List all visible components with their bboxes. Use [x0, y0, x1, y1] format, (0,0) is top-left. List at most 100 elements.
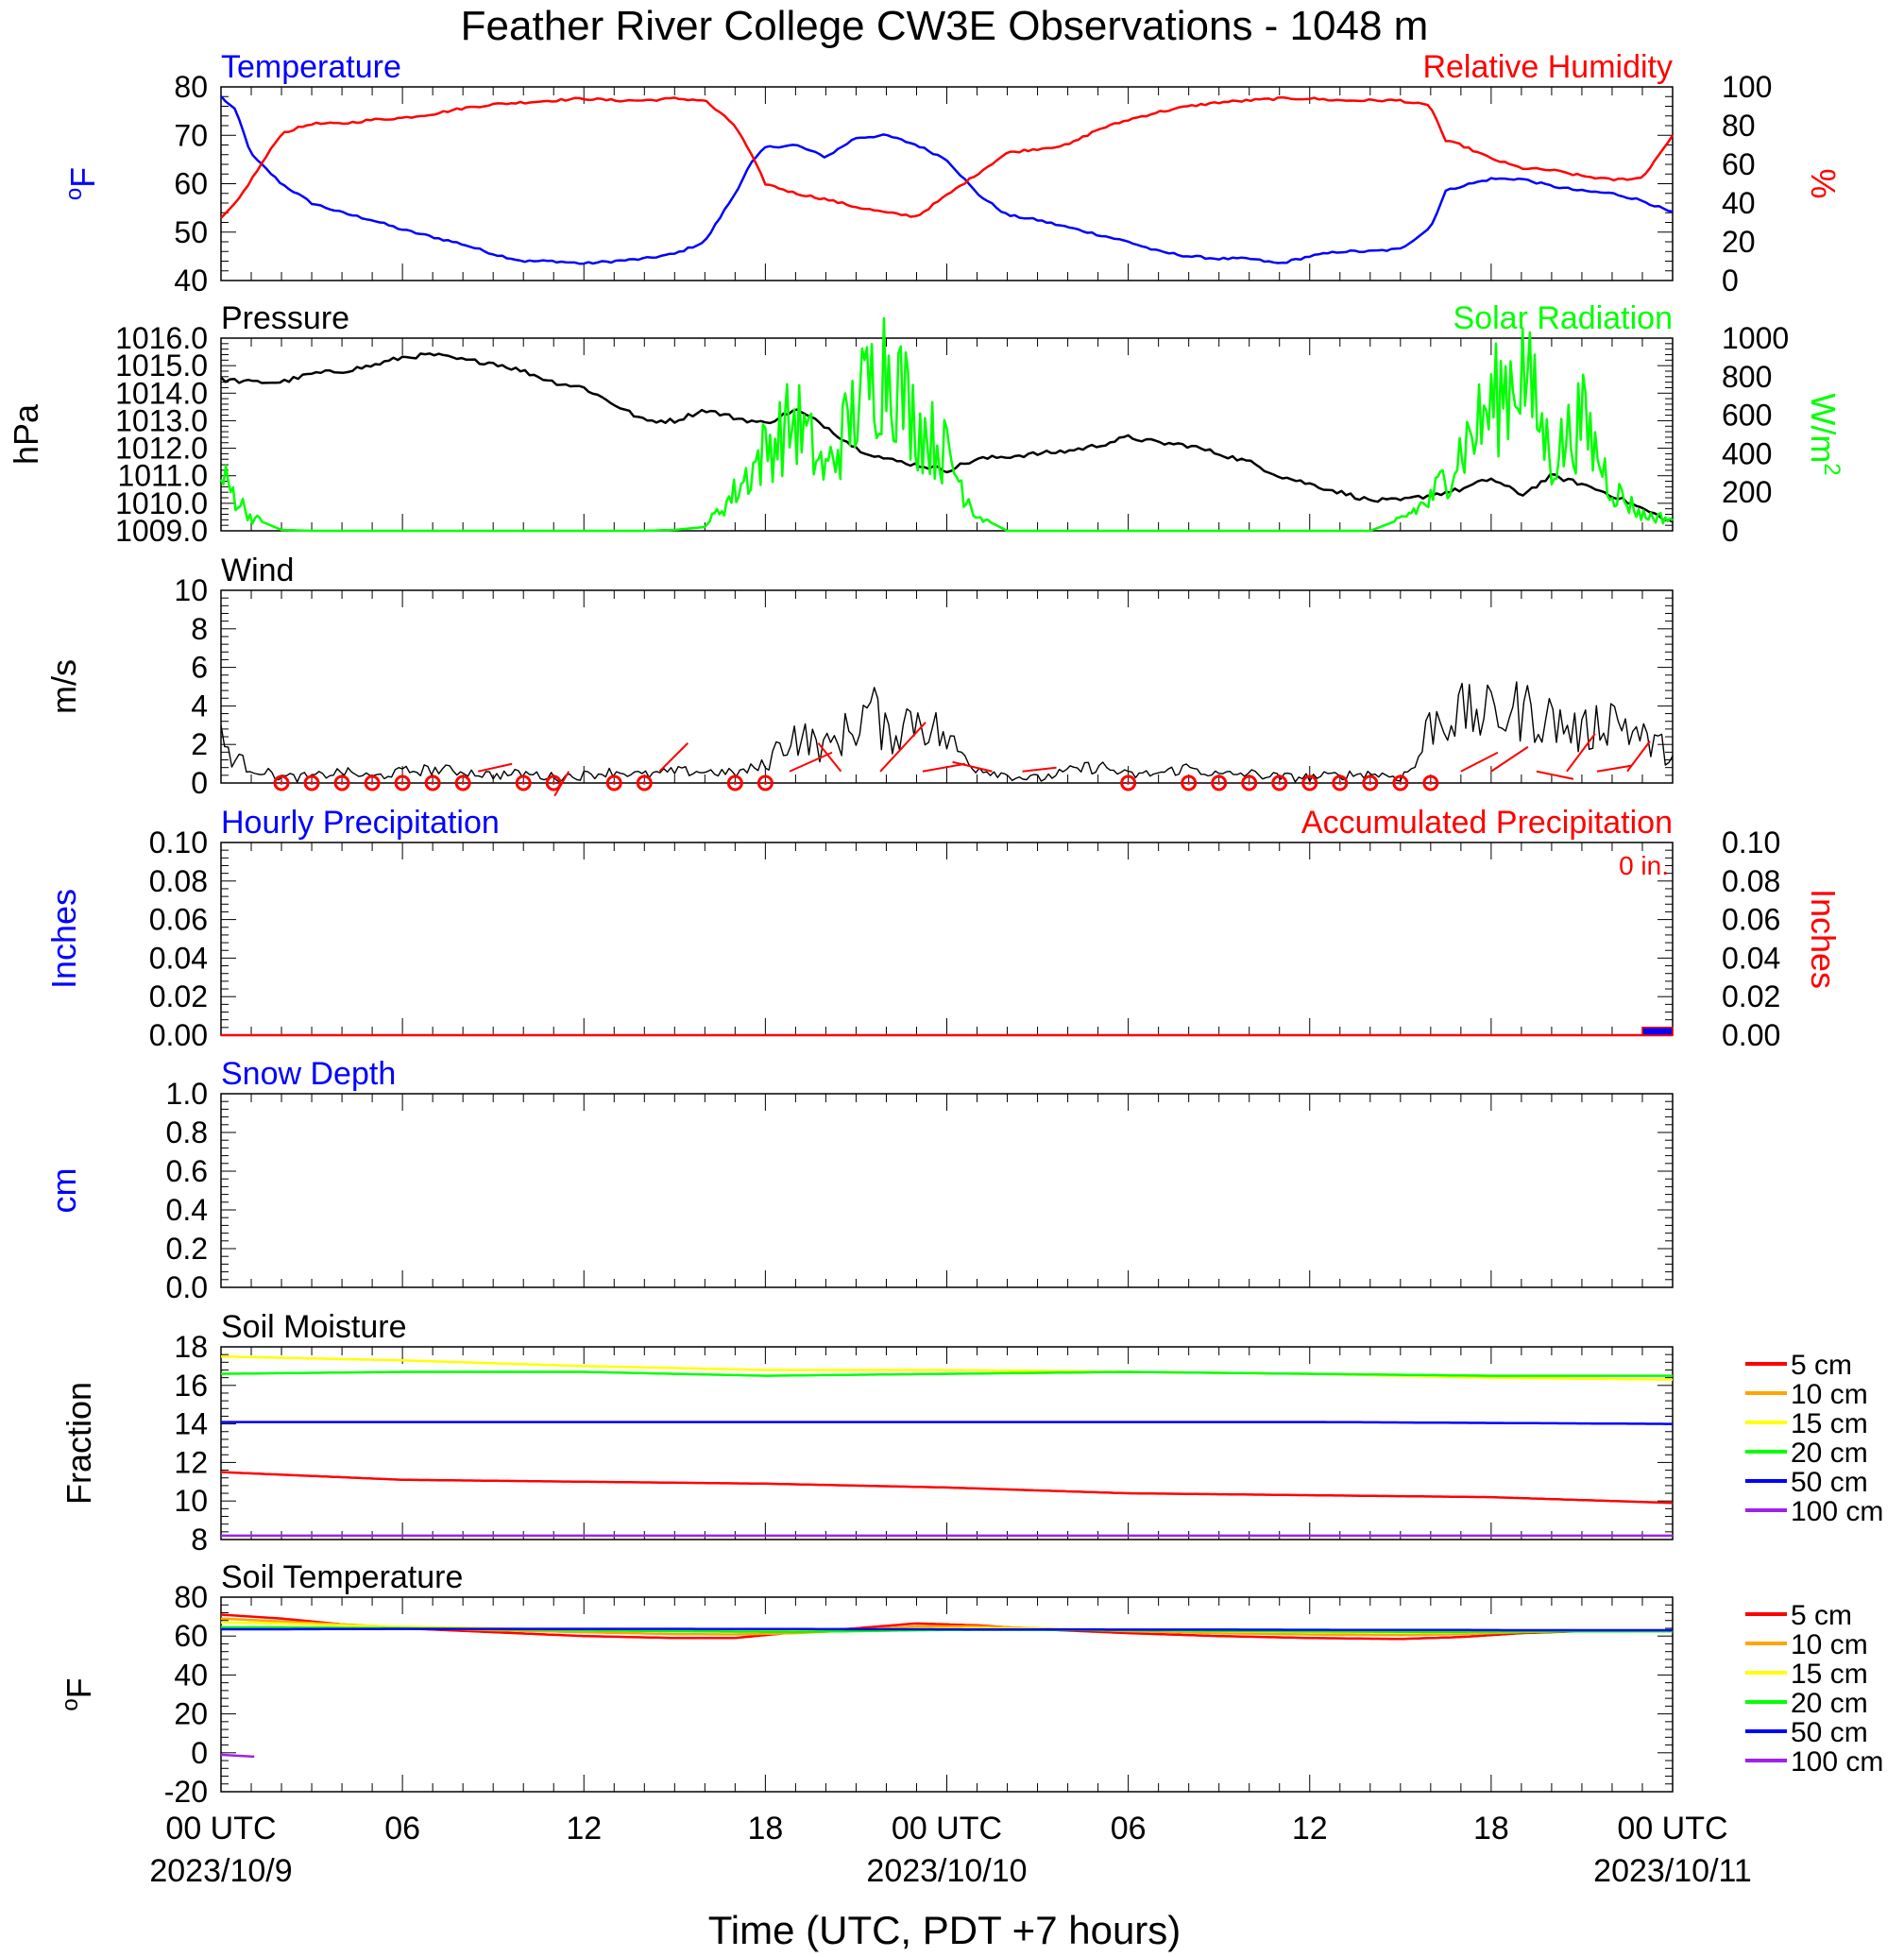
y-tick-label-right: 0.02 [1722, 979, 1780, 1013]
wind-barb [658, 742, 689, 773]
y-tick-label-right: 0 [1722, 514, 1739, 548]
wind-barb [1460, 751, 1499, 773]
y-tick-label: 0.10 [149, 825, 208, 859]
y-axis-label: oF [61, 167, 102, 200]
accumulated-total-label: 0 in. [1619, 851, 1669, 880]
calm-wind-dot [521, 781, 526, 785]
calm-wind-marker [545, 774, 562, 791]
y-tick-label: 0.4 [166, 1193, 208, 1227]
y-tick-label: 4 [191, 689, 208, 723]
y-tick-label-right: 40 [1722, 186, 1756, 220]
legend-label: 10 cm [1791, 1629, 1868, 1660]
y-tick-label: 10 [174, 1484, 208, 1518]
y-tick-label: 1012.0 [115, 432, 208, 466]
y-tick-label: 50 [174, 215, 208, 249]
wind-barb [1596, 764, 1632, 773]
y-tick-label-right: 800 [1722, 360, 1772, 394]
calm-wind-dot [400, 781, 404, 785]
calm-wind-dot [340, 781, 344, 785]
panel-title-left: Pressure [221, 300, 349, 336]
calm-wind-dot [1126, 781, 1130, 785]
panel-title-left: Snow Depth [221, 1056, 396, 1092]
wind-barb [1022, 766, 1057, 773]
y-tick-label-right: 400 [1722, 436, 1772, 470]
calm-wind-dot [1216, 781, 1221, 785]
legend-label: 20 cm [1791, 1688, 1868, 1719]
panel-0: 80 70 60 50 40 100 80 60 40 20 0 Temperature Relativ… [61, 49, 1843, 298]
legend-label: 50 cm [1791, 1717, 1868, 1748]
y-tick-label: 16 [174, 1369, 208, 1403]
y-tick-label: 18 [174, 1330, 208, 1364]
calm-wind-marker [726, 774, 743, 791]
x-tick-label: 12 [1292, 1811, 1328, 1846]
series-line-100cm [220, 1753, 255, 1759]
y-axis-label: m/s [44, 659, 83, 714]
y-tick-label: 2 [191, 727, 208, 761]
x-tick-label: 00 UTC [892, 1811, 1002, 1846]
panel-3: 0.10 0.08 0.06 0.04 0.02 0.00 0.10 0.08 0.06 0.04… [44, 805, 1843, 1052]
plot-frame [220, 1093, 1674, 1288]
calm-wind-dot [370, 781, 374, 785]
wind-barb [1566, 733, 1596, 773]
panel-4: 1.0 0.8 0.6 0.4 0.2 0.0 Snow Depth cm [44, 1056, 1674, 1304]
y-tick-label: 1013.0 [115, 403, 208, 437]
calm-wind-dot [1277, 781, 1282, 785]
x-tick-label: 18 [1473, 1811, 1509, 1846]
y-axis-label: Inches [44, 889, 83, 989]
y-axis-label: cm [44, 1168, 83, 1214]
y-tick-label-right: 200 [1722, 475, 1772, 509]
y-tick-label-right: 80 [1722, 109, 1756, 143]
calm-wind-dot [733, 781, 738, 785]
y-tick-label: 20 [174, 1697, 208, 1731]
legend-label: 15 cm [1791, 1408, 1868, 1439]
y-tick-label-right: 20 [1722, 225, 1756, 259]
y-tick-label: 12 [174, 1445, 208, 1479]
calm-wind-marker [1211, 774, 1228, 791]
calm-wind-dot [1368, 781, 1372, 785]
x-tick-date-label: 2023/10/9 [149, 1853, 292, 1889]
y-tick-label-right: 100 [1722, 70, 1772, 104]
series-line-50cm [221, 1421, 1673, 1425]
legend-label: 5 cm [1791, 1350, 1852, 1381]
calm-wind-marker [424, 774, 441, 791]
calm-wind-dot [1186, 781, 1191, 785]
panel-title-right: Relative Humidity [1422, 49, 1673, 85]
wind-barb [952, 760, 993, 773]
calm-wind-dot [763, 781, 768, 785]
y-tick-label: 0.6 [166, 1154, 208, 1188]
y-axis-label: oF [58, 1677, 98, 1710]
wind-barb [1536, 770, 1574, 780]
calm-wind-marker [636, 774, 653, 791]
panel-title-right: Solar Radiation [1454, 300, 1673, 336]
y-tick-label-right: 0.08 [1722, 864, 1780, 898]
y-tick-label: 10 [174, 573, 208, 607]
y-tick-label: 0.06 [149, 903, 208, 937]
plot-frame [220, 86, 1674, 281]
y-tick-label-right: 600 [1722, 399, 1772, 433]
y-tick-label: 1.0 [166, 1077, 208, 1111]
legend-label: 5 cm [1791, 1600, 1852, 1631]
calm-wind-marker [394, 774, 411, 791]
series-line-blue [220, 95, 1674, 265]
x-tick-date-label: 2023/10/11 [1593, 1853, 1752, 1889]
calm-wind-marker [333, 774, 350, 791]
y-axis-label-right: W/m2 [1804, 393, 1844, 475]
y-tick-label-right: 1000 [1722, 321, 1789, 355]
calm-wind-marker [605, 774, 622, 791]
y-tick-label-right: 0.10 [1722, 825, 1780, 859]
series-line-50cm [221, 1627, 1673, 1632]
series-line-red [220, 95, 1674, 219]
x-tick-label: 00 UTC [165, 1811, 276, 1846]
y-tick-label: 80 [174, 1580, 208, 1614]
x-tick-label: 18 [747, 1811, 783, 1846]
wind-barb [553, 771, 570, 797]
x-axis-label: Time (UTC, PDT +7 hours) [708, 1908, 1182, 1952]
y-tick-label: 1016.0 [115, 321, 208, 355]
y-tick-label-right: 0.06 [1722, 903, 1780, 937]
y-tick-label: 60 [174, 1619, 208, 1653]
wind-barb [817, 742, 842, 773]
y-tick-label: 6 [191, 651, 208, 685]
